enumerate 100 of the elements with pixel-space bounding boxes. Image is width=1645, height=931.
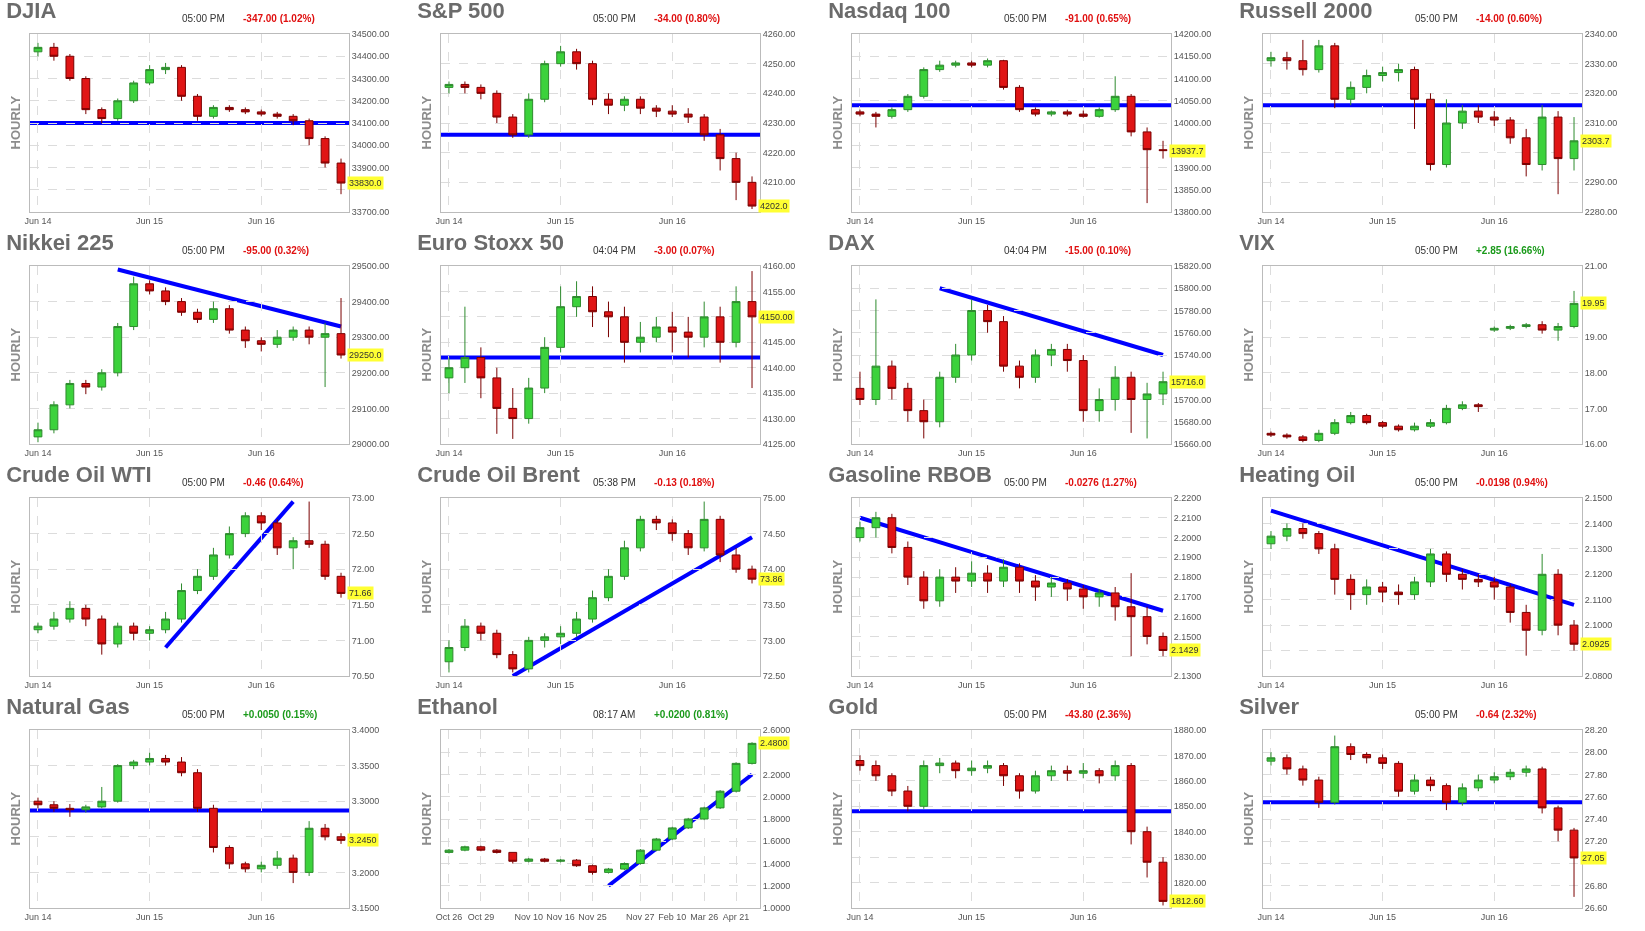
y-tick-label: 15680.00: [1173, 416, 1212, 427]
candlestick: [49, 400, 59, 434]
text: -43.80 (2.36%): [1065, 709, 1132, 720]
candlestick: [572, 858, 581, 868]
x-tick-label: Nov 27: [626, 911, 655, 922]
x-tick-label: Jun 16: [1069, 447, 1097, 458]
y-tick-label: 2.1100: [1584, 594, 1612, 605]
candlestick: [983, 760, 992, 774]
annotation: 4202.0: [760, 201, 788, 211]
text: 05:00 PM: [182, 245, 225, 256]
candlestick: [1031, 770, 1040, 795]
candlestick: [1457, 104, 1467, 130]
y-tick-label: 28.00: [1584, 747, 1608, 758]
candlestick: [699, 301, 709, 348]
candlestick: [145, 625, 155, 641]
y-tick-label: 29500.00: [351, 261, 390, 272]
candlestick: [1378, 753, 1388, 770]
candlestick: [1282, 753, 1292, 775]
x-tick-label: Feb 10: [658, 911, 687, 922]
y-axis-title: HOURLY: [418, 327, 434, 382]
candlestick: [145, 279, 155, 295]
candlestick: [699, 113, 709, 142]
candlestick: [1569, 290, 1579, 329]
candlestick: [1031, 348, 1040, 384]
candlestick: [1346, 573, 1356, 611]
y-tick-label: 74.50: [762, 528, 786, 539]
candlestick: [620, 540, 629, 581]
candlestick: [304, 326, 314, 345]
text: 08:17 AM: [593, 709, 636, 720]
candlestick: [1110, 760, 1120, 782]
candlestick: [145, 752, 155, 767]
candlestick: [1473, 104, 1483, 124]
x-tick-label: Oct 26: [435, 911, 463, 922]
y-tick-label: 4220.00: [762, 147, 796, 158]
candlestick: [65, 53, 75, 82]
candlestick: [1410, 576, 1419, 601]
candlestick: [919, 66, 929, 100]
candlestick: [1521, 604, 1531, 657]
text: +0.0050 (0.15%): [243, 709, 318, 720]
y-tick-label: 73.00: [762, 635, 786, 646]
y-tick-label: 18.00: [1584, 367, 1608, 378]
y-tick-label: 2.1600: [1173, 611, 1202, 622]
candlestick: [1094, 588, 1104, 608]
candlestick: [476, 83, 486, 100]
candlestick: [1505, 768, 1515, 781]
candlestick: [871, 111, 881, 128]
candlestick: [667, 826, 677, 841]
y-tick-label: 2.1800: [1173, 572, 1202, 583]
annotation: 19.95: [1582, 298, 1605, 308]
candlestick: [1094, 106, 1104, 119]
x-tick-label: Jun 15: [136, 679, 164, 690]
candlestick: [1046, 576, 1056, 598]
candlestick: [508, 387, 518, 440]
candlestick: [1442, 782, 1451, 811]
y-tick-label: 74.00: [762, 564, 786, 575]
y-tick-label: 27.80: [1584, 769, 1608, 780]
chart-title: Crude Oil Brent: [417, 461, 581, 487]
candlestick: [1046, 765, 1056, 782]
x-tick-label: Jun 15: [1369, 679, 1397, 690]
x-tick-label: Jun 15: [1369, 447, 1397, 458]
text: 05:00 PM: [593, 13, 636, 24]
candlestick: [731, 547, 741, 574]
candlestick: [1442, 550, 1451, 583]
y-tick-label: 4260.00: [762, 29, 796, 40]
candlestick: [604, 301, 613, 338]
candlestick: [460, 845, 470, 852]
y-tick-label: 14150.00: [1173, 51, 1212, 62]
candlestick: [320, 322, 330, 388]
text: +0.0200 (0.81%): [654, 709, 729, 720]
text: 05:00 PM: [1415, 13, 1458, 24]
x-tick-label: Jun 16: [1480, 679, 1508, 690]
y-tick-label: 27.60: [1584, 791, 1608, 802]
chart-title: Euro Stoxx 50: [417, 229, 564, 255]
x-tick-label: Jun 15: [136, 215, 164, 226]
candlestick: [999, 59, 1008, 91]
candlestick: [209, 104, 218, 120]
candlestick: [1505, 583, 1515, 624]
candlestick: [1062, 578, 1072, 602]
x-tick-label: Jun 15: [958, 215, 986, 226]
y-tick-label: 2.1500: [1584, 493, 1613, 504]
y-tick-label: 72.50: [762, 671, 786, 682]
candlestick: [747, 741, 757, 765]
y-tick-label: 13800.00: [1173, 207, 1212, 218]
candlestick: [1062, 343, 1072, 373]
text: -0.64 (2.32%): [1476, 709, 1537, 720]
y-tick-label: 2280.00: [1584, 207, 1618, 218]
candlestick: [620, 95, 629, 112]
candlestick: [1362, 751, 1372, 764]
candlestick: [1142, 126, 1152, 204]
candlestick: [1078, 584, 1088, 610]
candlestick: [572, 48, 581, 71]
y-tick-label: 29000.00: [351, 439, 390, 450]
y-tick-label: 1.4000: [762, 858, 791, 869]
y-tick-label: 27.40: [1584, 814, 1608, 825]
candlestick: [193, 308, 202, 324]
candlestick: [1110, 75, 1120, 113]
candlestick: [1505, 324, 1515, 331]
candlestick: [683, 316, 693, 359]
y-tick-label: 15660.00: [1173, 439, 1212, 450]
candlestick: [65, 803, 75, 818]
